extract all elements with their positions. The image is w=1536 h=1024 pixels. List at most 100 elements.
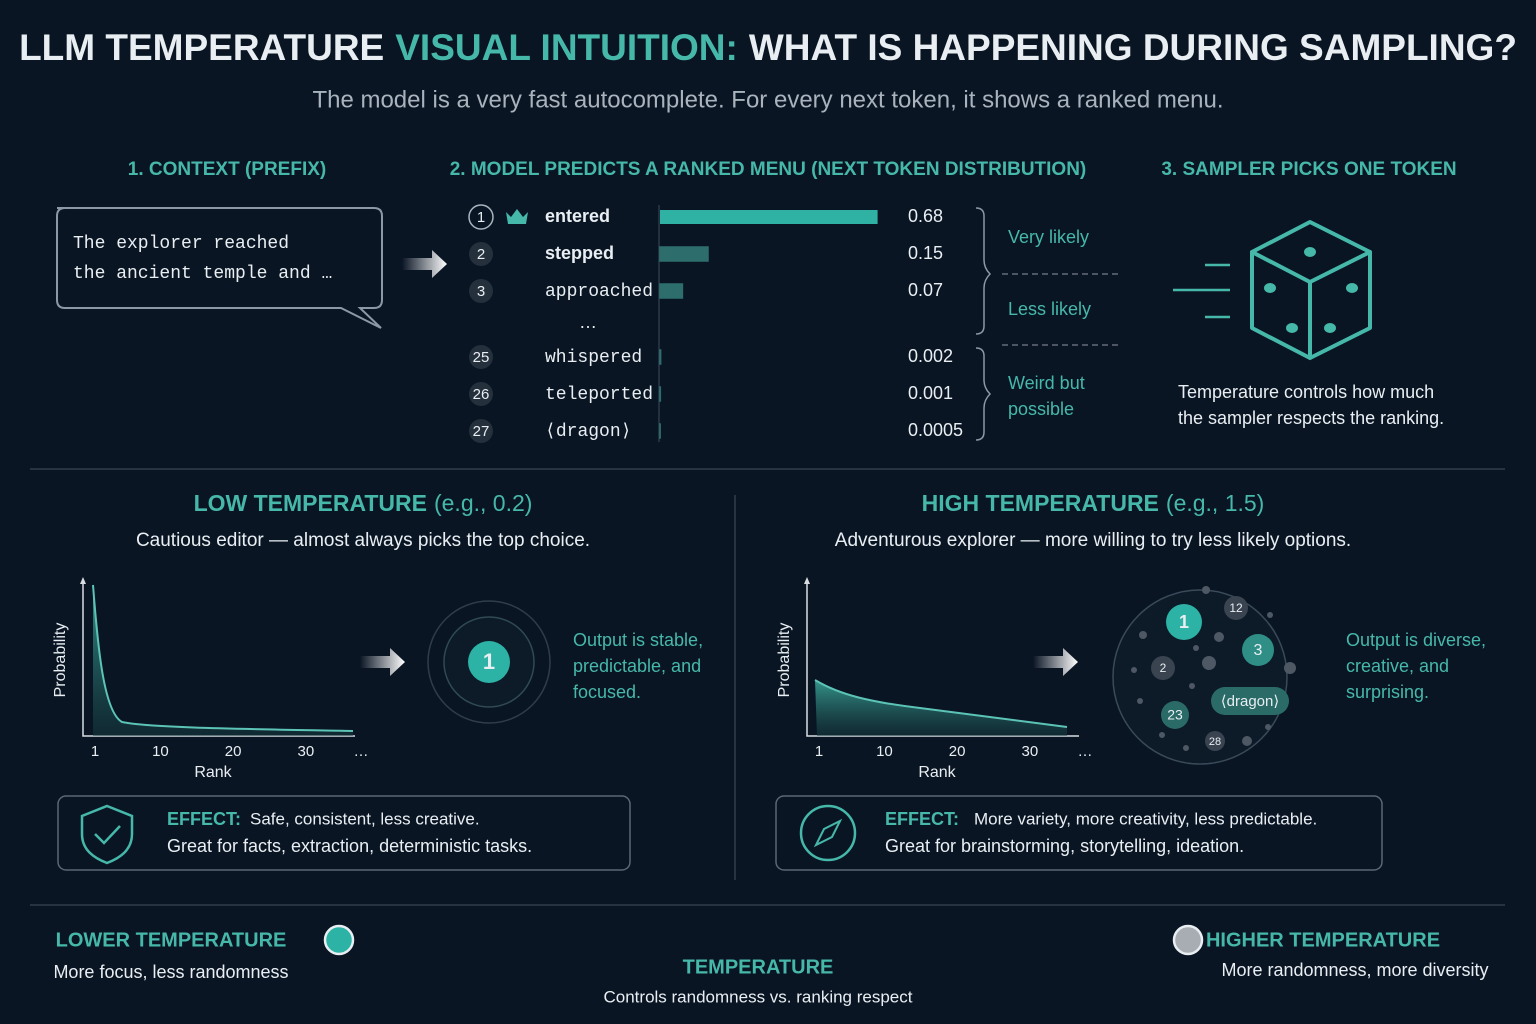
scale-text: More focus, less randomness [53, 962, 288, 982]
sample-dot [1183, 745, 1189, 751]
probability: 0.0005 [908, 420, 963, 440]
crown-icon [506, 209, 528, 224]
bracket [975, 207, 992, 335]
pick-token [1211, 687, 1289, 715]
x-more: … [1078, 743, 1093, 760]
title-highlight: VISUAL INTUITION: [395, 27, 738, 68]
pick-token [468, 641, 510, 683]
effect-text: Great for facts, extraction, determinist… [167, 836, 532, 856]
effect-text: Safe, consistent, less creative. [250, 809, 480, 828]
group-label: Weird but [1008, 373, 1085, 393]
rank-badge [469, 345, 493, 369]
x-axis-label: Rank [194, 764, 232, 781]
x-tick-label: 30 [297, 743, 314, 760]
distribution-curve [92, 584, 354, 732]
arrow [360, 648, 405, 676]
probability-bar [659, 349, 662, 365]
scale-title: TEMPERATURE [683, 956, 834, 978]
probability-bar [659, 246, 709, 262]
rank-badge [469, 242, 493, 266]
panel-heading: HIGH TEMPERATURE (e.g., 1.5) [922, 490, 1265, 516]
probability-bar [660, 210, 878, 224]
distribution-curve [814, 679, 1068, 728]
x-axis-label: Rank [918, 764, 956, 781]
output-text: focused. [573, 682, 641, 702]
sample-dot [1242, 736, 1252, 746]
panel-heading: LOW TEMPERATURE (e.g., 0.2) [194, 490, 533, 516]
panel-heading-main: LOW TEMPERATURE [194, 490, 427, 516]
x-tick-label: 20 [949, 743, 966, 760]
rank-badge [468, 204, 494, 230]
y-axis-label: Probability [52, 623, 69, 698]
token: ⟨dragon⟩ [545, 422, 631, 442]
pick-label: 28 [1209, 736, 1221, 748]
rank-badge [469, 382, 493, 406]
output-text: surprising. [1346, 682, 1429, 702]
group-label: Less likely [1008, 299, 1091, 319]
token: teleported [545, 385, 653, 405]
compass-needle [813, 818, 843, 848]
output-text: predictable, and [573, 656, 701, 676]
check-icon [94, 825, 121, 845]
probability: 0.001 [908, 383, 953, 403]
rank: 27 [473, 423, 490, 440]
distribution-area [815, 680, 1067, 736]
sample-dot [1137, 698, 1143, 704]
step-heading: 1. CONTEXT (PREFIX) [128, 159, 326, 180]
x-more: … [354, 743, 369, 760]
pick-token [1205, 731, 1225, 751]
x-tick-label: 1 [815, 743, 823, 760]
dice-pip [1264, 283, 1276, 293]
arrow [402, 250, 447, 278]
bracket [975, 347, 992, 441]
x-tick-label: 20 [225, 743, 242, 760]
pick-token [1166, 604, 1202, 640]
scale-text: Controls randomness vs. ranking respect [604, 987, 913, 1006]
pick-token [1224, 596, 1248, 620]
sample-space [1112, 589, 1288, 765]
y-axis-label: Probability [776, 623, 793, 698]
output-text: creative, and [1346, 656, 1449, 676]
pick-token [1242, 634, 1274, 666]
probability: 0.68 [908, 206, 943, 226]
pick-label: 1 [1179, 612, 1189, 632]
ellipsis: … [579, 312, 597, 332]
sample-dot [1284, 662, 1296, 674]
sample-dot [1202, 656, 1216, 670]
sampler-caption: Temperature controls how much [1178, 382, 1434, 402]
probability: 0.002 [908, 346, 953, 366]
output-text: Output is diverse, [1346, 630, 1486, 650]
compass-icon [799, 804, 857, 862]
rank-badge [469, 419, 493, 443]
rank: 3 [477, 283, 485, 300]
effect-text: Great for brainstorming, storytelling, i… [885, 836, 1244, 856]
title: LLM TEMPERATURE VISUAL INTUITION: WHAT IS … [19, 27, 1517, 68]
sample-dot [1214, 632, 1224, 642]
step-heading: 2. MODEL PREDICTS A RANKED MENU (NEXT TO… [450, 159, 1087, 180]
probability: 0.15 [908, 243, 943, 263]
panel-description: Adventurous explorer — more willing to t… [835, 530, 1351, 551]
effect-label: EFFECT: [167, 809, 241, 829]
token: approached [545, 282, 653, 302]
title-part: WHAT IS HAPPENING DURING SAMPLING? [749, 27, 1517, 68]
scale-title: LOWER TEMPERATURE [56, 929, 287, 951]
axis-arrow [804, 577, 810, 584]
token: stepped [545, 243, 614, 263]
scale-title: HIGHER TEMPERATURE [1206, 929, 1440, 951]
rank: 25 [473, 349, 490, 366]
sampler-caption: the sampler respects the ranking. [1178, 408, 1444, 428]
sample-dot [1139, 631, 1147, 639]
sample-dot [1189, 683, 1195, 689]
sample-dot [1193, 645, 1199, 651]
sample-dot [1202, 586, 1210, 594]
output-text: Output is stable, [573, 630, 703, 650]
dice-pip [1346, 283, 1358, 293]
probability: 0.07 [908, 280, 943, 300]
pick-label: 3 [1254, 642, 1263, 659]
subtitle: The model is a very fast autocomplete. F… [312, 86, 1223, 113]
scale-text: More randomness, more diversity [1221, 960, 1488, 980]
context-line: the ancient temple and … [73, 264, 332, 284]
x-tick-label: 10 [152, 743, 169, 760]
dice-pip [1304, 247, 1316, 257]
